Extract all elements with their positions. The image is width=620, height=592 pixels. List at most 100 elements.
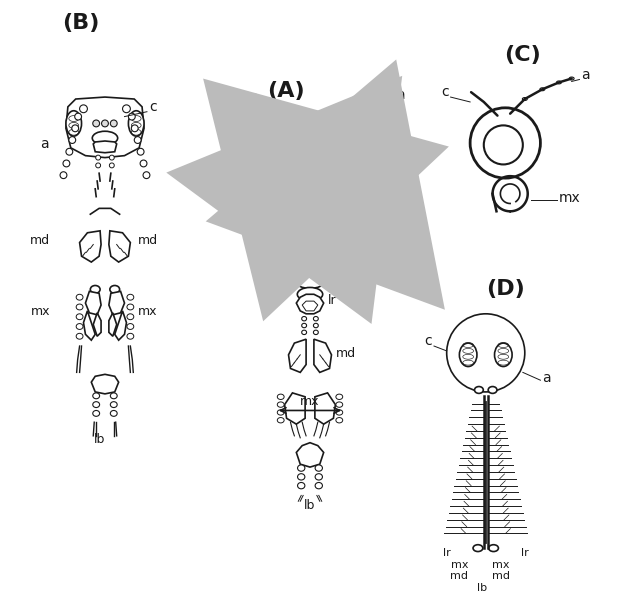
Ellipse shape bbox=[131, 125, 138, 132]
Polygon shape bbox=[315, 393, 335, 424]
Polygon shape bbox=[93, 141, 117, 153]
Ellipse shape bbox=[76, 333, 83, 339]
Ellipse shape bbox=[259, 99, 263, 102]
Text: (A): (A) bbox=[267, 81, 304, 101]
Ellipse shape bbox=[315, 465, 322, 471]
Ellipse shape bbox=[253, 94, 258, 98]
Text: md: md bbox=[450, 571, 468, 581]
Ellipse shape bbox=[488, 387, 497, 393]
Ellipse shape bbox=[127, 324, 134, 329]
Ellipse shape bbox=[66, 111, 82, 136]
Ellipse shape bbox=[93, 393, 100, 399]
Ellipse shape bbox=[140, 160, 147, 167]
Text: c: c bbox=[441, 85, 449, 99]
Ellipse shape bbox=[76, 314, 83, 320]
Ellipse shape bbox=[303, 162, 317, 180]
Circle shape bbox=[110, 120, 117, 127]
Ellipse shape bbox=[267, 107, 272, 111]
Circle shape bbox=[484, 126, 523, 165]
Ellipse shape bbox=[298, 288, 322, 301]
Text: mx: mx bbox=[31, 305, 50, 318]
Ellipse shape bbox=[298, 482, 305, 489]
Text: mx: mx bbox=[138, 305, 157, 318]
Polygon shape bbox=[296, 294, 324, 314]
Polygon shape bbox=[285, 393, 305, 424]
Ellipse shape bbox=[110, 402, 117, 407]
Text: md: md bbox=[335, 347, 355, 360]
Ellipse shape bbox=[293, 249, 327, 263]
Ellipse shape bbox=[69, 137, 76, 143]
Ellipse shape bbox=[137, 149, 144, 155]
Ellipse shape bbox=[495, 343, 512, 366]
Ellipse shape bbox=[128, 113, 135, 120]
Circle shape bbox=[446, 314, 525, 392]
Ellipse shape bbox=[76, 304, 83, 310]
Ellipse shape bbox=[127, 333, 134, 339]
Ellipse shape bbox=[135, 137, 141, 143]
Ellipse shape bbox=[128, 111, 144, 136]
Ellipse shape bbox=[93, 410, 100, 416]
Ellipse shape bbox=[294, 262, 326, 276]
Ellipse shape bbox=[127, 304, 134, 310]
Text: md: md bbox=[492, 571, 510, 581]
Text: (D): (D) bbox=[486, 279, 525, 300]
Ellipse shape bbox=[317, 162, 329, 177]
Ellipse shape bbox=[93, 402, 100, 407]
Ellipse shape bbox=[76, 294, 83, 300]
Polygon shape bbox=[115, 311, 126, 340]
Ellipse shape bbox=[336, 410, 343, 415]
Polygon shape bbox=[296, 443, 324, 467]
Text: lr: lr bbox=[443, 548, 451, 558]
Polygon shape bbox=[66, 97, 144, 157]
Ellipse shape bbox=[60, 172, 67, 179]
Text: a: a bbox=[582, 67, 590, 82]
Text: lb: lb bbox=[477, 583, 487, 592]
Ellipse shape bbox=[314, 330, 318, 334]
Circle shape bbox=[470, 108, 541, 178]
Ellipse shape bbox=[302, 317, 306, 321]
Polygon shape bbox=[91, 374, 118, 394]
Text: lb: lb bbox=[304, 499, 316, 512]
Circle shape bbox=[123, 105, 130, 112]
Ellipse shape bbox=[382, 100, 387, 104]
Polygon shape bbox=[86, 291, 101, 315]
Text: md: md bbox=[30, 234, 50, 247]
Ellipse shape bbox=[277, 402, 284, 407]
Text: (B): (B) bbox=[62, 13, 99, 33]
Ellipse shape bbox=[109, 155, 114, 160]
Ellipse shape bbox=[315, 482, 322, 489]
Ellipse shape bbox=[109, 163, 114, 168]
Ellipse shape bbox=[74, 113, 82, 120]
Ellipse shape bbox=[290, 149, 330, 186]
Ellipse shape bbox=[277, 417, 284, 423]
Ellipse shape bbox=[72, 125, 79, 132]
Ellipse shape bbox=[302, 323, 306, 328]
Text: c: c bbox=[425, 334, 432, 348]
Text: a: a bbox=[40, 137, 49, 151]
Ellipse shape bbox=[540, 88, 545, 91]
Ellipse shape bbox=[277, 410, 284, 415]
Ellipse shape bbox=[358, 110, 363, 114]
Text: a: a bbox=[542, 371, 551, 385]
Polygon shape bbox=[79, 231, 101, 262]
Ellipse shape bbox=[288, 178, 332, 200]
Ellipse shape bbox=[127, 294, 134, 300]
Ellipse shape bbox=[343, 120, 348, 123]
Ellipse shape bbox=[315, 474, 322, 480]
Ellipse shape bbox=[66, 149, 73, 155]
Ellipse shape bbox=[569, 77, 574, 80]
Ellipse shape bbox=[302, 330, 306, 334]
Ellipse shape bbox=[277, 394, 284, 400]
Ellipse shape bbox=[286, 198, 334, 218]
Polygon shape bbox=[84, 311, 95, 340]
Ellipse shape bbox=[76, 324, 83, 329]
Ellipse shape bbox=[336, 417, 343, 423]
Text: md: md bbox=[138, 234, 158, 247]
Ellipse shape bbox=[459, 343, 477, 366]
FancyBboxPatch shape bbox=[302, 176, 318, 186]
Ellipse shape bbox=[298, 474, 305, 480]
Ellipse shape bbox=[63, 160, 70, 167]
Ellipse shape bbox=[336, 394, 343, 400]
Ellipse shape bbox=[327, 133, 332, 137]
Ellipse shape bbox=[290, 217, 330, 235]
